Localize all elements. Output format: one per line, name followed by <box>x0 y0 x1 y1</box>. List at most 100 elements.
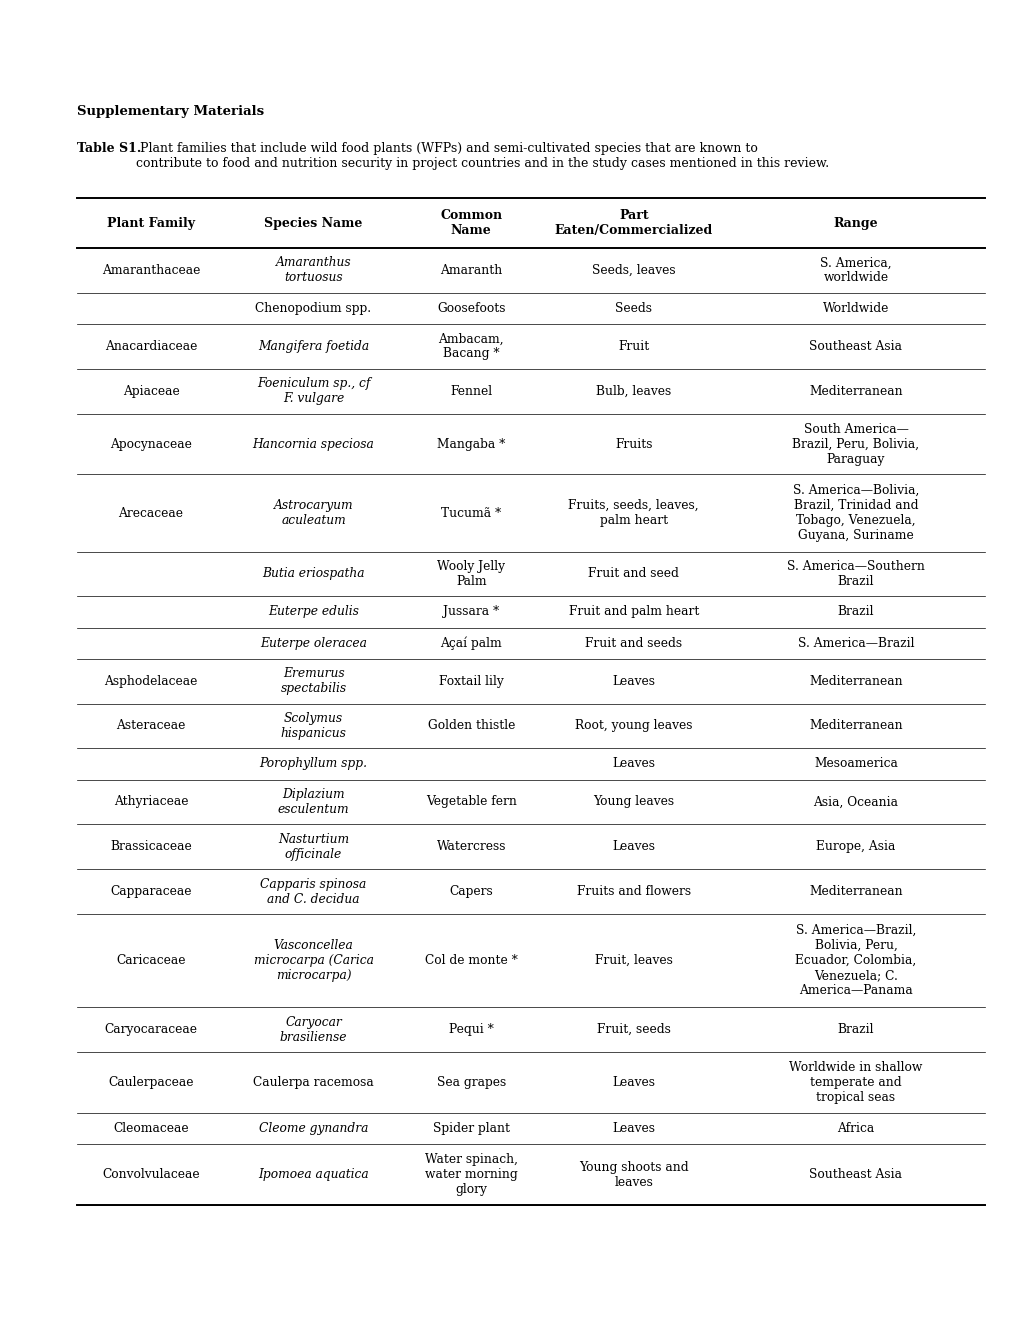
Text: Leaves: Leaves <box>611 841 654 853</box>
Text: Amaranthaceae: Amaranthaceae <box>102 264 200 277</box>
Text: Fruit and seed: Fruit and seed <box>588 568 679 581</box>
Text: Capparis spinosa
and C. decidua: Capparis spinosa and C. decidua <box>260 878 366 906</box>
Text: Europe, Asia: Europe, Asia <box>815 841 895 853</box>
Text: Fruit, seeds: Fruit, seeds <box>596 1023 671 1036</box>
Text: Diplazium
esculentum: Diplazium esculentum <box>277 788 350 816</box>
Text: Anacardiaceae: Anacardiaceae <box>105 341 197 352</box>
Text: Fruits: Fruits <box>614 437 652 450</box>
Text: Fruits and flowers: Fruits and flowers <box>576 884 690 898</box>
Text: Species Name: Species Name <box>264 216 363 230</box>
Text: Wooly Jelly
Palm: Wooly Jelly Palm <box>437 560 504 587</box>
Text: Range: Range <box>833 216 877 230</box>
Text: Athyriaceae: Athyriaceae <box>114 796 189 808</box>
Text: Cleomaceae: Cleomaceae <box>113 1122 189 1135</box>
Text: Ambacam,
Bacang *: Ambacam, Bacang * <box>438 333 503 360</box>
Text: Southeast Asia: Southeast Asia <box>809 1168 902 1181</box>
Text: Mediterranean: Mediterranean <box>808 675 902 688</box>
Text: Capparaceae: Capparaceae <box>110 884 192 898</box>
Text: Fruit and seeds: Fruit and seeds <box>585 636 682 649</box>
Text: Cleome gynandra: Cleome gynandra <box>259 1122 368 1135</box>
Text: Fruit and palm heart: Fruit and palm heart <box>568 606 698 619</box>
Text: Mangaba *: Mangaba * <box>437 437 505 450</box>
Text: Southeast Asia: Southeast Asia <box>809 341 902 352</box>
Text: Fruit: Fruit <box>618 341 649 352</box>
Text: Part
Eaten/Commercialized: Part Eaten/Commercialized <box>554 209 712 238</box>
Text: Vasconcellea
microcarpa (Carica
microcarpa): Vasconcellea microcarpa (Carica microcar… <box>254 939 373 982</box>
Text: Mediterranean: Mediterranean <box>808 719 902 733</box>
Text: Common
Name: Common Name <box>440 209 501 238</box>
Text: Tucumã *: Tucumã * <box>440 507 501 520</box>
Text: Water spinach,
water morning
glory: Water spinach, water morning glory <box>424 1154 518 1196</box>
Text: Caricaceae: Caricaceae <box>116 954 185 968</box>
Text: Golden thistle: Golden thistle <box>427 719 515 733</box>
Text: Leaves: Leaves <box>611 675 654 688</box>
Text: Watercress: Watercress <box>436 841 505 853</box>
Text: Bulb, leaves: Bulb, leaves <box>595 384 671 397</box>
Text: S. America—Bolivia,
Brazil, Trinidad and
Tobago, Venezuela,
Guyana, Suriname: S. America—Bolivia, Brazil, Trinidad and… <box>792 484 918 543</box>
Text: Vegetable fern: Vegetable fern <box>425 796 517 808</box>
Text: Table S1.: Table S1. <box>76 143 141 154</box>
Text: Jussara *: Jussara * <box>442 606 499 619</box>
Text: Leaves: Leaves <box>611 1076 654 1089</box>
Text: Seeds: Seeds <box>614 302 651 315</box>
Text: Amaranthus
tortuosus: Amaranthus tortuosus <box>275 256 351 284</box>
Text: Mediterranean: Mediterranean <box>808 384 902 397</box>
Text: Apocynaceae: Apocynaceae <box>110 437 192 450</box>
Text: Plant Family: Plant Family <box>107 216 195 230</box>
Text: Pequi *: Pequi * <box>448 1023 493 1036</box>
Text: Root, young leaves: Root, young leaves <box>575 719 692 733</box>
Text: Brassicaceae: Brassicaceae <box>110 841 192 853</box>
Text: Caryocaraceae: Caryocaraceae <box>105 1023 198 1036</box>
Text: Mangifera foetida: Mangifera foetida <box>258 341 369 352</box>
Text: Caulerpa racemosa: Caulerpa racemosa <box>253 1076 374 1089</box>
Text: S. America—Brazil,
Bolivia, Peru,
Ecuador, Colombia,
Venezuela; C.
America—Panam: S. America—Brazil, Bolivia, Peru, Ecuado… <box>795 924 916 997</box>
Text: Asphodelaceae: Asphodelaceae <box>104 675 198 688</box>
Text: Mesoamerica: Mesoamerica <box>813 758 897 771</box>
Text: Leaves: Leaves <box>611 1122 654 1135</box>
Text: Brazil: Brazil <box>837 1023 873 1036</box>
Text: Worldwide: Worldwide <box>822 302 889 315</box>
Text: Porophyllum spp.: Porophyllum spp. <box>259 758 367 771</box>
Text: Euterpe oleracea: Euterpe oleracea <box>260 636 367 649</box>
Text: Col de monte *: Col de monte * <box>424 954 518 968</box>
Text: Seeds, leaves: Seeds, leaves <box>591 264 675 277</box>
Text: Scolymus
hispanicus: Scolymus hispanicus <box>280 711 346 741</box>
Text: Sea grapes: Sea grapes <box>436 1076 505 1089</box>
Text: S. America—Southern
Brazil: S. America—Southern Brazil <box>787 560 924 587</box>
Text: Asia, Oceania: Asia, Oceania <box>813 796 898 808</box>
Text: Plant families that include wild food plants (WFPs) and semi-cultivated species : Plant families that include wild food pl… <box>136 143 827 170</box>
Text: Young shoots and
leaves: Young shoots and leaves <box>579 1160 688 1188</box>
Text: Asteraceae: Asteraceae <box>116 719 185 733</box>
Text: Apiaceae: Apiaceae <box>122 384 179 397</box>
Text: Caulerpaceae: Caulerpaceae <box>108 1076 194 1089</box>
Text: South America—
Brazil, Peru, Bolivia,
Paraguay: South America— Brazil, Peru, Bolivia, Pa… <box>792 422 919 466</box>
Text: Fennel: Fennel <box>449 384 492 397</box>
Text: Leaves: Leaves <box>611 758 654 771</box>
Text: Mediterranean: Mediterranean <box>808 884 902 898</box>
Text: Caryocar
brasiliense: Caryocar brasiliense <box>279 1015 346 1044</box>
Text: Amaranth: Amaranth <box>440 264 502 277</box>
Text: Arecaceae: Arecaceae <box>118 507 183 520</box>
Text: S. America—Brazil: S. America—Brazil <box>797 636 913 649</box>
Text: Africa: Africa <box>837 1122 873 1135</box>
Text: Hancornia speciosa: Hancornia speciosa <box>253 437 374 450</box>
Text: Chenopodium spp.: Chenopodium spp. <box>255 302 371 315</box>
Text: Eremurus
spectabilis: Eremurus spectabilis <box>280 667 346 696</box>
Text: Ipomoea aquatica: Ipomoea aquatica <box>258 1168 369 1181</box>
Text: Fruit, leaves: Fruit, leaves <box>594 954 672 968</box>
Text: Goosefoots: Goosefoots <box>436 302 505 315</box>
Text: Butia eriospatha: Butia eriospatha <box>262 568 365 581</box>
Text: Foeniculum sp., cf
F. vulgare: Foeniculum sp., cf F. vulgare <box>257 378 370 405</box>
Text: Foxtail lily: Foxtail lily <box>438 675 503 688</box>
Text: S. America,
worldwide: S. America, worldwide <box>819 256 891 284</box>
Text: Young leaves: Young leaves <box>593 796 674 808</box>
Text: Brazil: Brazil <box>837 606 873 619</box>
Text: Worldwide in shallow
temperate and
tropical seas: Worldwide in shallow temperate and tropi… <box>789 1061 922 1104</box>
Text: Açaí palm: Açaí palm <box>440 636 501 649</box>
Text: Nasturtium
officinale: Nasturtium officinale <box>278 833 348 861</box>
Text: Fruits, seeds, leaves,
palm heart: Fruits, seeds, leaves, palm heart <box>568 499 698 527</box>
Text: Euterpe edulis: Euterpe edulis <box>268 606 359 619</box>
Text: Supplementary Materials: Supplementary Materials <box>76 106 264 117</box>
Text: Spider plant: Spider plant <box>432 1122 510 1135</box>
Text: Capers: Capers <box>449 884 492 898</box>
